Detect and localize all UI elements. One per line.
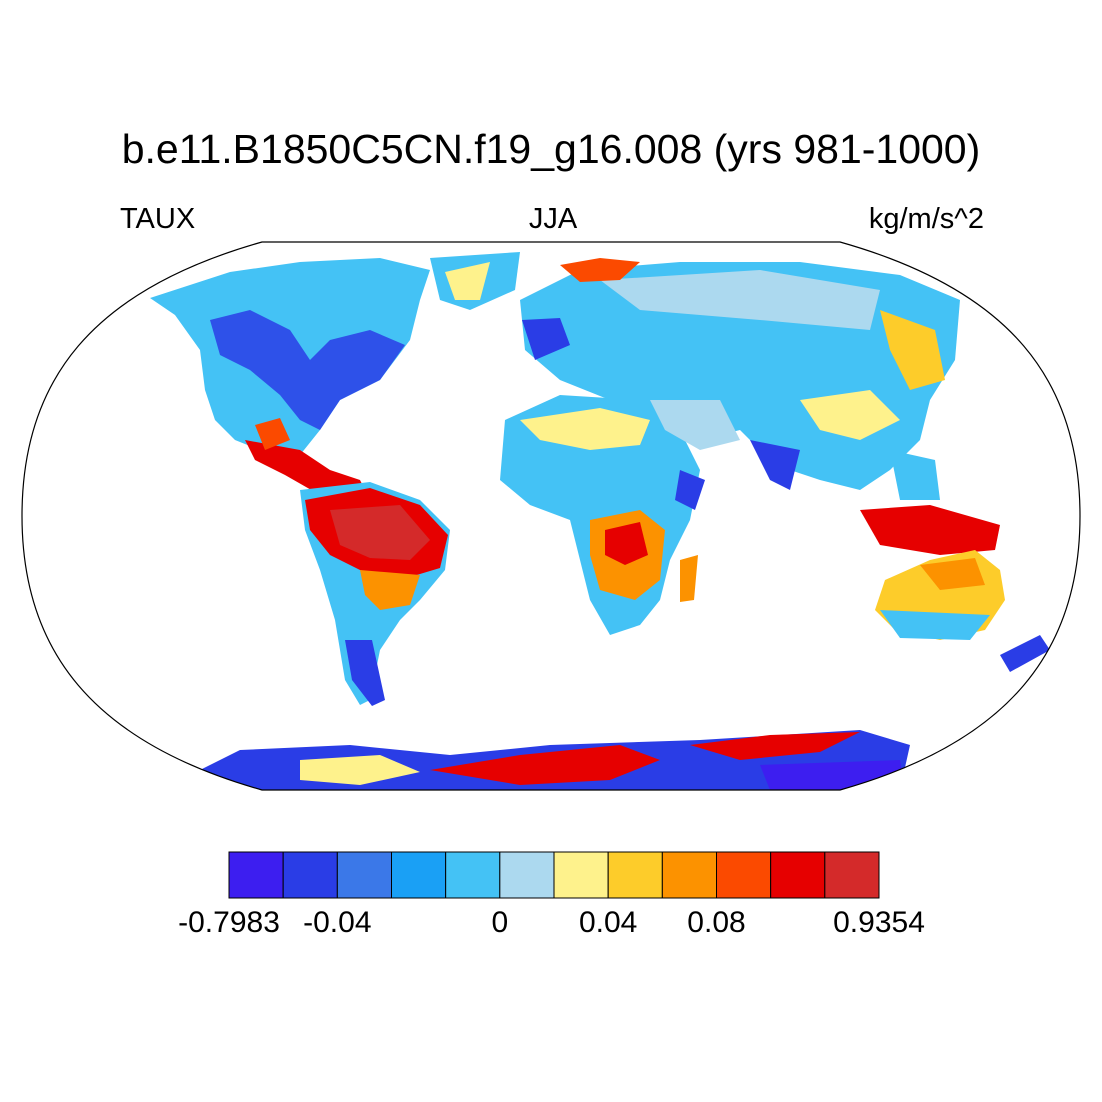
colorbar-tick-label: 0.9354 [833,906,925,939]
colorbar-tick-label: 0.04 [578,906,638,939]
colorbar-swatch [282,851,338,899]
plot-title: b.e11.B1850C5CN.f19_g16.008 (yrs 981-100… [121,126,981,172]
madagascar-field [680,555,698,602]
north-america-deep [210,310,405,430]
season-label: JJA [528,203,578,235]
colorbar-swatch [228,851,284,899]
colorbar-tick-label: -0.04 [303,906,372,939]
east-africa-blue [675,470,705,510]
antarctica-yellow [300,755,420,785]
australia-south [880,610,990,640]
middle-east-light [650,400,740,450]
central-america-field [245,440,370,500]
colorbar-tick-label: 0 [491,906,509,939]
siberia-light [600,270,880,330]
south-america-orange [360,570,420,610]
colorbar-swatch [770,851,826,899]
colorbar [228,851,880,899]
land-fields [150,252,1050,790]
colorbar-tick-label: 0.08 [687,906,746,939]
south-america-tip [345,640,385,706]
colorbar-swatch [336,851,393,899]
colorbar-tick-label: -0.7983 [178,906,280,939]
variable-label: TAUX [120,203,196,235]
globe-outline [21,241,1081,791]
southern-africa-core [605,522,648,565]
antarctica-deep [760,760,905,790]
colorbar-swatch [499,851,555,899]
seasia-blue [890,450,940,500]
india-blue [750,440,800,490]
east-siberia-orange [880,310,945,390]
sahara-field [520,408,650,450]
colorbar-swatch [607,851,663,899]
antarctica-red [430,745,660,785]
colorbar-swatch [716,851,772,899]
amazon-core [330,505,430,560]
gulf-orange [255,418,290,450]
tibet-yellow [800,390,900,440]
colorbar-swatch [445,851,501,899]
colorbar-swatch [824,851,880,899]
colorbar-swatch [391,851,447,899]
units-label: kg/m/s^2 [868,203,984,235]
arctic-orange [560,258,640,282]
antarctica-red-east [690,732,860,760]
new-zealand-field [1000,635,1050,672]
greenland-yellow [445,262,490,300]
colorbar-swatch [661,851,717,899]
indonesia-field [860,505,1000,555]
europe-deep [522,318,570,360]
colorbar-swatch [553,851,609,899]
australia-orange [920,558,985,590]
